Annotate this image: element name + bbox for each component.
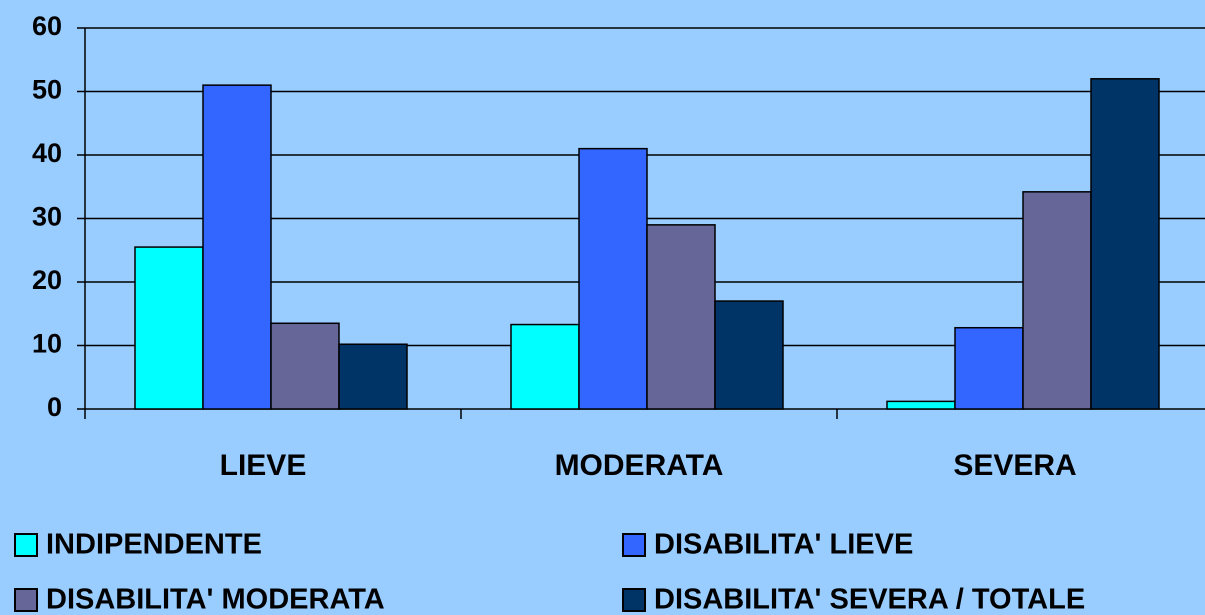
- legend-swatch: [622, 588, 646, 612]
- y-tick-label: 20: [32, 265, 62, 295]
- bar: [578, 147, 648, 410]
- legend-swatch: [14, 588, 38, 612]
- bar: [714, 300, 784, 410]
- legend-label: DISABILITA' LIEVE: [654, 529, 913, 561]
- y-tick-label: 40: [32, 138, 62, 168]
- x-tick-label: MODERATA: [555, 449, 724, 482]
- y-tick-label: 10: [32, 329, 62, 359]
- bar: [886, 400, 956, 410]
- y-tick-label: 50: [32, 75, 62, 105]
- y-tick-label: 30: [32, 202, 62, 232]
- bar: [510, 323, 580, 410]
- bar: [954, 326, 1024, 410]
- legend-label: INDIPENDENTE: [46, 529, 262, 561]
- y-tick-label: 0: [47, 392, 62, 422]
- bar: [338, 343, 408, 410]
- bar: [202, 84, 272, 410]
- y-tick-label: 60: [32, 11, 62, 41]
- legend-swatch: [14, 533, 38, 557]
- legend-label: DISABILITA' MODERATA: [46, 584, 385, 615]
- bar: [134, 246, 204, 410]
- x-tick-label: LIEVE: [220, 449, 307, 482]
- legend-swatch: [622, 533, 646, 557]
- bar: [646, 224, 716, 410]
- bar: [1022, 191, 1092, 410]
- legend-label: DISABILITA' SEVERA / TOTALE: [654, 584, 1085, 615]
- x-tick-label: SEVERA: [953, 449, 1076, 482]
- bar: [1090, 78, 1160, 410]
- bar: [270, 322, 340, 410]
